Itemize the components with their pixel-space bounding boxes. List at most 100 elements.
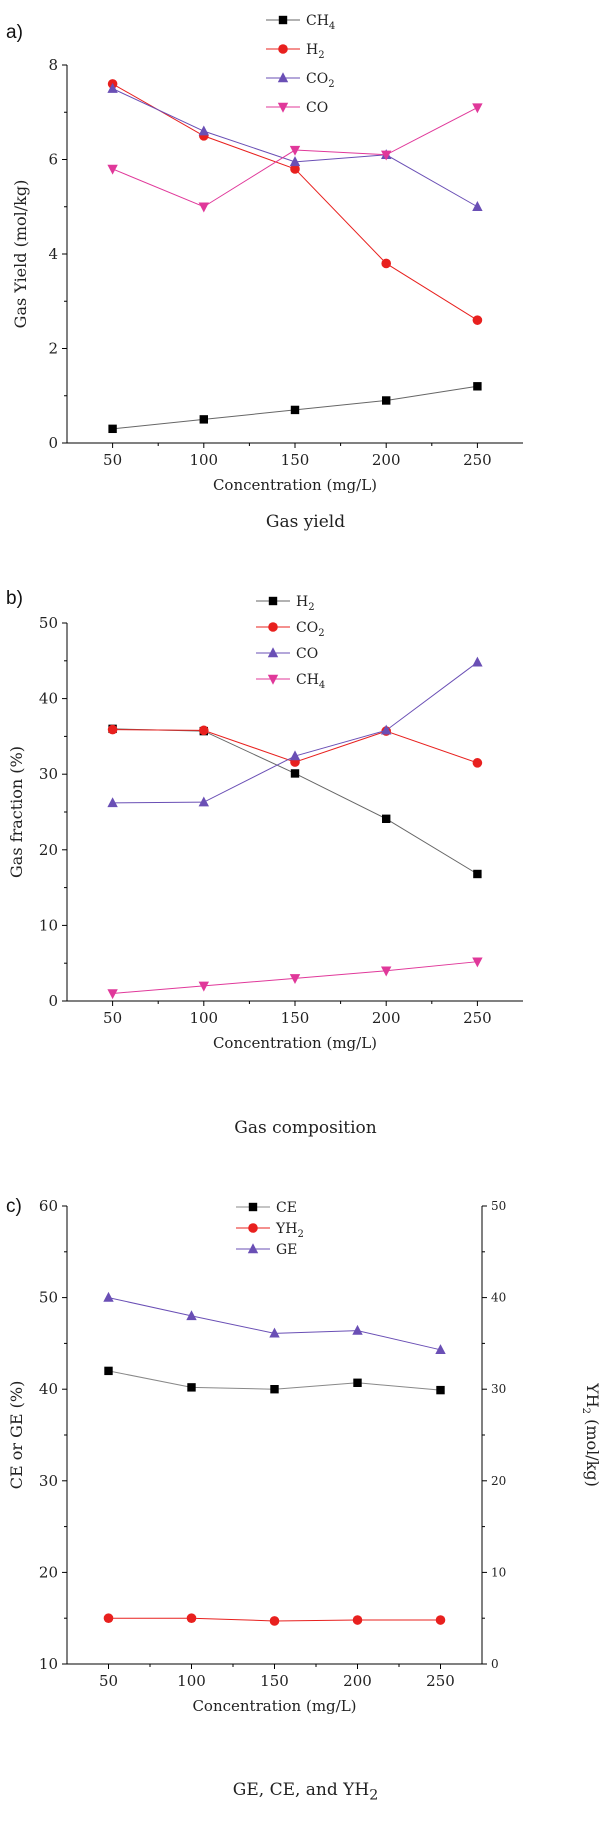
data-point bbox=[472, 315, 483, 325]
legend-marker bbox=[268, 596, 278, 606]
data-point bbox=[381, 724, 392, 735]
x-tick-label: 200 bbox=[372, 451, 401, 469]
data-point bbox=[435, 1344, 446, 1355]
y-tick-label: 40 bbox=[39, 690, 58, 708]
y-right-axis-label: YH2 (mol/kg) bbox=[580, 1382, 602, 1487]
x-tick-label: 150 bbox=[281, 451, 310, 469]
y-tick-label: 20 bbox=[39, 1563, 58, 1581]
data-point bbox=[186, 1310, 197, 1321]
y-tick-label: 4 bbox=[48, 245, 58, 263]
y-tick-label: 6 bbox=[48, 151, 58, 169]
x-tick-label: 100 bbox=[189, 1009, 218, 1027]
data-point bbox=[198, 125, 209, 136]
series-line bbox=[108, 1297, 441, 1351]
data-point bbox=[290, 769, 300, 778]
data-point bbox=[381, 966, 392, 977]
data-point bbox=[382, 396, 391, 405]
data-point bbox=[107, 724, 118, 735]
y-right-tick-label: 10 bbox=[491, 1565, 506, 1579]
data-point bbox=[198, 796, 209, 807]
legend-label: CO2 bbox=[296, 620, 325, 639]
data-point bbox=[289, 156, 301, 167]
legend-marker bbox=[277, 102, 289, 113]
data-point bbox=[473, 382, 482, 391]
data-point bbox=[473, 869, 482, 879]
legend-label: CE bbox=[276, 1200, 297, 1216]
legend-label: CO bbox=[306, 100, 328, 116]
data-point bbox=[381, 258, 392, 269]
y-axis-label: CE or GE (%) bbox=[7, 1381, 26, 1490]
legend-label: H2 bbox=[296, 594, 315, 613]
x-tick-label: 200 bbox=[372, 1009, 401, 1027]
data-point bbox=[472, 758, 483, 768]
series-line bbox=[112, 83, 478, 321]
data-point bbox=[290, 164, 300, 174]
data-point bbox=[187, 1383, 196, 1392]
legend-label: YH2 bbox=[275, 1221, 304, 1240]
x-tick-label: 50 bbox=[103, 1009, 122, 1027]
y-tick-label: 60 bbox=[39, 1197, 58, 1215]
legend-marker bbox=[248, 1202, 258, 1212]
data-point bbox=[107, 989, 118, 1000]
data-point bbox=[198, 981, 209, 992]
data-point bbox=[107, 164, 118, 175]
x-tick-label: 100 bbox=[177, 1672, 206, 1690]
data-point bbox=[290, 405, 300, 415]
data-point bbox=[382, 814, 391, 824]
x-tick-label: 150 bbox=[260, 1672, 289, 1690]
y-right-tick-label: 50 bbox=[491, 1199, 506, 1213]
x-axis-label: Concentration (mg/L) bbox=[213, 476, 377, 494]
y-tick-label: 0 bbox=[48, 992, 58, 1010]
y-axis-label: Gas Yield (mol/kg) bbox=[11, 180, 30, 329]
data-point bbox=[472, 957, 483, 968]
y-right-tick-label: 20 bbox=[491, 1474, 506, 1488]
x-tick-label: 200 bbox=[343, 1672, 372, 1690]
x-tick-label: 50 bbox=[99, 1672, 118, 1690]
y-right-tick-label: 0 bbox=[491, 1657, 499, 1671]
legend-label: CH4 bbox=[306, 13, 335, 32]
data-point bbox=[472, 201, 483, 211]
y-tick-label: 10 bbox=[39, 1655, 58, 1673]
data-point bbox=[198, 202, 209, 213]
panel-label: a) bbox=[6, 22, 23, 43]
legend-marker bbox=[248, 1223, 258, 1233]
x-tick-label: 150 bbox=[281, 1009, 310, 1027]
data-point bbox=[472, 656, 483, 667]
legend-marker bbox=[278, 44, 288, 54]
data-point bbox=[472, 103, 483, 114]
legend-marker bbox=[247, 1243, 259, 1254]
caption-c-sub: 2 bbox=[369, 1787, 379, 1804]
x-tick-label: 250 bbox=[463, 1009, 492, 1027]
data-point bbox=[352, 1615, 363, 1625]
data-point bbox=[289, 750, 301, 761]
caption-c-text: GE, CE, and YH bbox=[232, 1780, 370, 1800]
data-point bbox=[381, 150, 392, 161]
data-point bbox=[107, 82, 118, 93]
caption-c: GE, CE, and YH2 bbox=[0, 1780, 611, 1803]
legend-marker bbox=[268, 622, 278, 632]
data-point bbox=[107, 797, 118, 808]
x-tick-label: 250 bbox=[463, 451, 492, 469]
legend-marker bbox=[278, 15, 288, 25]
data-point bbox=[436, 1385, 445, 1395]
caption-a: Gas yield bbox=[265, 512, 346, 532]
gas-yield-chart: a) 50 100 150 200 250 0 2 4 6 8 Concentration (mg/L… bbox=[6, 13, 523, 494]
y-tick-label: 30 bbox=[39, 765, 58, 783]
data-point bbox=[269, 1327, 280, 1338]
panel-c: c) 50 100 150 200 250 10 20 30 40 50 60 Concentratio… bbox=[0, 1190, 611, 1825]
data-point bbox=[103, 1613, 114, 1623]
data-point bbox=[199, 415, 208, 424]
gas-composition-chart: b) 50 100 150 200 250 0 10 20 30 40 50 Concentration… bbox=[6, 590, 523, 1052]
x-axis-label: Concentration (mg/L) bbox=[192, 1697, 356, 1715]
y-tick-label: 10 bbox=[39, 916, 58, 934]
panel-label: c) bbox=[6, 1196, 22, 1217]
legend-marker bbox=[267, 674, 279, 685]
data-point bbox=[289, 145, 301, 156]
y-tick-label: 0 bbox=[48, 434, 58, 452]
x-tick-label: 100 bbox=[189, 451, 218, 469]
legend-label: GE bbox=[276, 1242, 297, 1258]
data-point bbox=[289, 974, 301, 985]
legend-label: CO bbox=[296, 646, 318, 662]
legend-label: CH4 bbox=[296, 672, 325, 691]
data-point bbox=[186, 1613, 197, 1623]
